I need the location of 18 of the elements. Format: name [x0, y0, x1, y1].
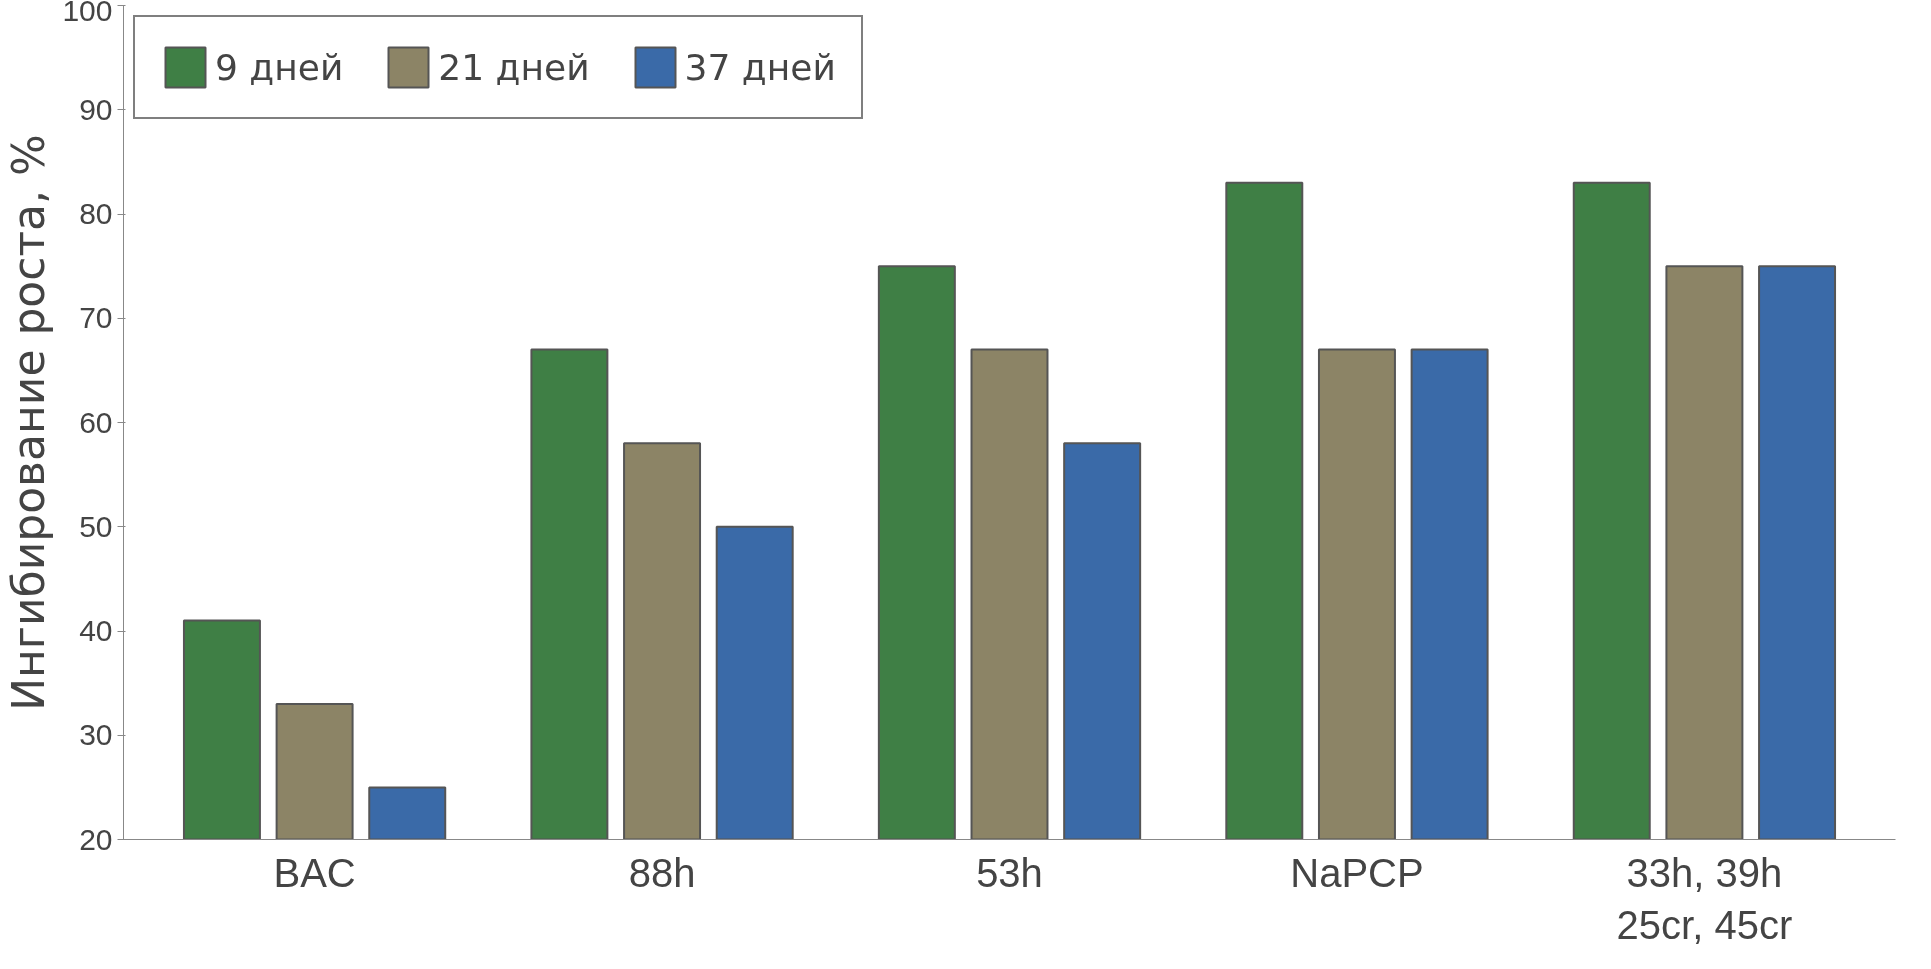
- legend-label: 9 дней: [215, 46, 344, 88]
- x-tick-label: 53h: [976, 850, 1043, 895]
- x-tick-label: 33h, 39h 25cr, 45cr: [1616, 850, 1793, 948]
- x-tick-label: BAC: [273, 850, 356, 895]
- y-tick-label: 60: [79, 405, 113, 439]
- legend-label: 37 дней: [684, 46, 836, 88]
- y-tick-label: 70: [79, 301, 113, 335]
- x-tick-label: 88h: [628, 850, 696, 895]
- y-tick-label: 50: [79, 509, 113, 543]
- y-tick-label: 80: [79, 197, 113, 230]
- legend-label: 21 дней: [438, 46, 590, 88]
- y-tick-label: 30: [79, 718, 113, 752]
- x-tick-label: NaPCP: [1290, 850, 1424, 895]
- y-tick-label: 20: [79, 822, 113, 856]
- y-axis-title: Ингибирование роста, %: [3, 134, 55, 711]
- y-tick-label: 40: [79, 614, 113, 647]
- y-tick-label: 100: [62, 0, 113, 27]
- y-tick-label: 90: [79, 92, 113, 126]
